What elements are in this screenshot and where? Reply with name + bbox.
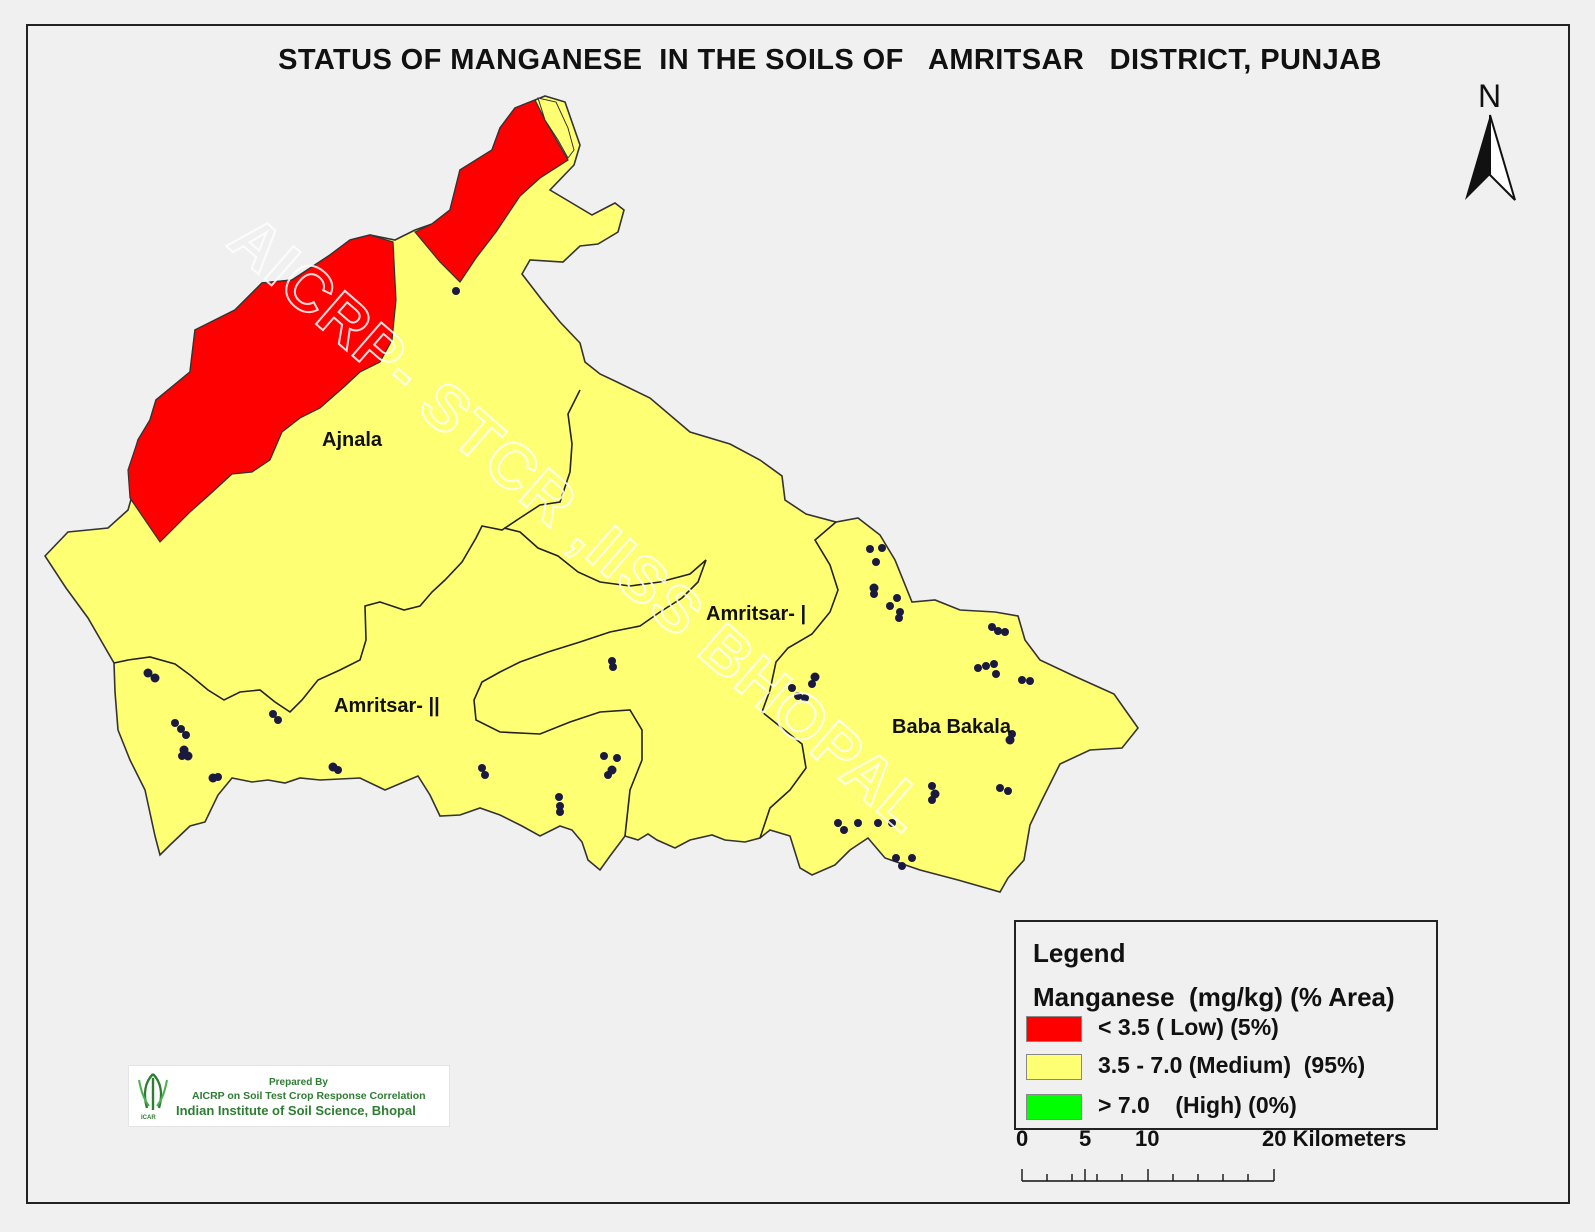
medium-strip-north — [537, 97, 575, 159]
scale-tick-10: 10 — [1135, 1126, 1160, 1151]
credit-box: ICAR Prepared By AICRP on Soil Test Crop… — [128, 1065, 450, 1127]
credit-institute: Indian Institute of Soil Science, Bhopal — [176, 1103, 416, 1118]
legend-label-medium: 3.5 - 7.0 (Medium) (95%) — [1098, 1052, 1366, 1078]
boundary-ajnala — [113, 389, 581, 714]
map-title: STATUS OF MANGANESE IN THE SOILS OF AMRI… — [278, 44, 1382, 76]
low-zone-west — [127, 234, 397, 543]
scale-bar — [1021, 1169, 1275, 1182]
legend-swatch-medium — [1026, 1054, 1082, 1080]
north-label: N — [1478, 78, 1502, 114]
block-label-amritsar1: Amritsar- | — [706, 603, 806, 625]
legend-label-high: > 7.0 (High) (0%) — [1098, 1092, 1297, 1118]
scale-tick-20-km: 20 Kilometers — [1262, 1126, 1407, 1151]
legend: Legend Manganese (mg/kg) (% Area) < 3.5 … — [1014, 920, 1438, 1130]
icar-logo-text: ICAR — [141, 1115, 156, 1121]
credit-prepared-by: Prepared By — [269, 1077, 328, 1088]
legend-swatch-high — [1026, 1094, 1082, 1120]
sample-points — [143, 287, 1034, 870]
block-label-baba-bakala: Baba Bakala — [892, 716, 1012, 738]
credit-aicrp: AICRP on Soil Test Crop Response Correla… — [192, 1090, 426, 1102]
block-label-amritsar2: Amritsar- || — [334, 695, 440, 717]
block-label-ajnala: Ajnala — [322, 429, 383, 451]
scale-tick-0: 0 — [1016, 1126, 1029, 1151]
boundary-amritsar1-north — [473, 527, 707, 837]
legend-label-low: < 3.5 ( Low) (5%) — [1098, 1014, 1279, 1040]
scale-tick-5: 5 — [1079, 1126, 1092, 1151]
icar-logo-icon — [138, 1073, 168, 1110]
north-arrow-icon — [1465, 114, 1516, 201]
legend-swatch-low — [1026, 1016, 1082, 1042]
legend-title: Legend — [1033, 938, 1126, 968]
legend-subtitle: Manganese (mg/kg) (% Area) — [1033, 982, 1395, 1012]
boundary-amritsar1-east — [759, 521, 839, 839]
